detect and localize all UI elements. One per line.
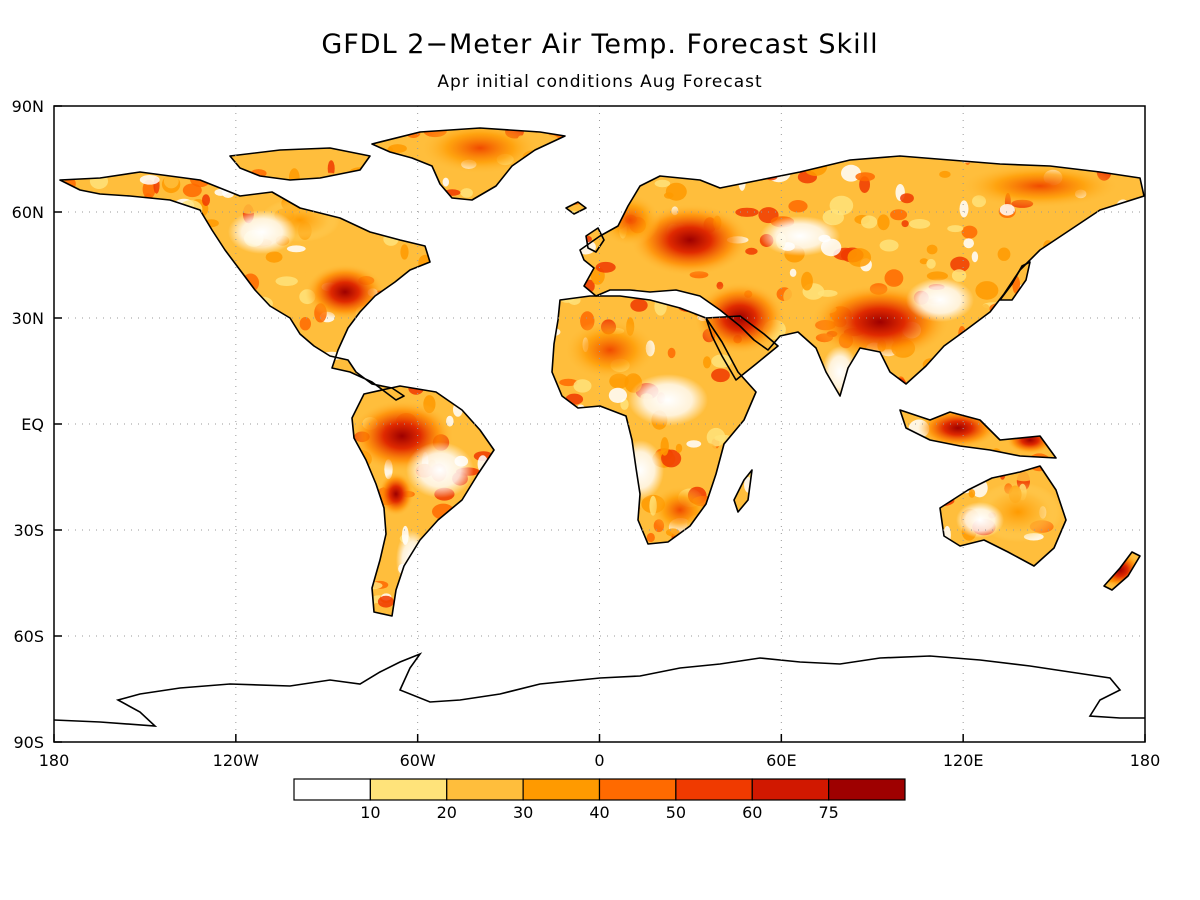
- colorbar-label: 30: [513, 803, 533, 822]
- coastline: [733, 469, 753, 513]
- x-tick-label: 60W: [400, 751, 436, 770]
- colorbar-swatch: [828, 778, 906, 801]
- colorbar-label: 40: [589, 803, 609, 822]
- graticule: [54, 106, 1145, 742]
- y-tick-label: 30S: [13, 521, 44, 540]
- coastline: [371, 127, 566, 201]
- coastline: [579, 155, 1145, 397]
- coastline: [59, 171, 431, 401]
- y-tick-label: 30N: [12, 309, 44, 328]
- map-subtitle: Apr initial conditions Aug Forecast: [437, 72, 762, 92]
- colorbar-swatch: [522, 778, 601, 801]
- coastline: [999, 261, 1031, 301]
- coastline: [565, 201, 587, 215]
- x-tick-label: 120W: [213, 751, 260, 770]
- colorbar-swatch: [446, 778, 524, 801]
- coastline: [899, 409, 1057, 459]
- colorbar-label: 75: [818, 803, 838, 822]
- x-tick-label: 180: [39, 751, 70, 770]
- colorbar-label: 50: [666, 803, 686, 822]
- coastline: [1103, 551, 1141, 591]
- colorbar-swatch: [751, 778, 830, 801]
- coastline: [705, 315, 779, 381]
- coastline: [229, 147, 371, 181]
- y-tick-label: 60N: [12, 203, 44, 222]
- colorbar-label: 20: [437, 803, 457, 822]
- coastline: [939, 465, 1067, 567]
- colorbar-swatch: [675, 778, 753, 801]
- x-tick-label: 180: [1130, 751, 1161, 770]
- colorbar-label: 60: [742, 803, 762, 822]
- y-tick-label: 90N: [12, 97, 44, 116]
- x-tick-label: 0: [594, 751, 604, 770]
- coastline: [351, 385, 495, 617]
- colorbar-swatch: [598, 778, 677, 801]
- x-axis-tick-labels: 180 120W 60W 0 60E 120E 180: [39, 734, 1161, 770]
- x-tick-label: 60E: [766, 751, 796, 770]
- colorbar-label: 10: [360, 803, 380, 822]
- y-tick-label: EQ: [21, 415, 44, 434]
- colorbar-swatch: [293, 778, 371, 801]
- antarctica-coastline: [53, 652, 1145, 727]
- y-tick-label: 90S: [13, 733, 44, 752]
- colorbar: 10 20 30 40 50 60 75: [293, 778, 906, 822]
- colorbar-swatch: [369, 778, 448, 801]
- coastline: [551, 295, 757, 545]
- y-tick-label: 60S: [13, 627, 44, 646]
- y-axis-tick-labels: 90N 60N 30N EQ 30S 60S 90S: [12, 97, 62, 752]
- x-tick-label: 120E: [943, 751, 984, 770]
- map-title: GFDL 2−Meter Air Temp. Forecast Skill: [321, 29, 878, 60]
